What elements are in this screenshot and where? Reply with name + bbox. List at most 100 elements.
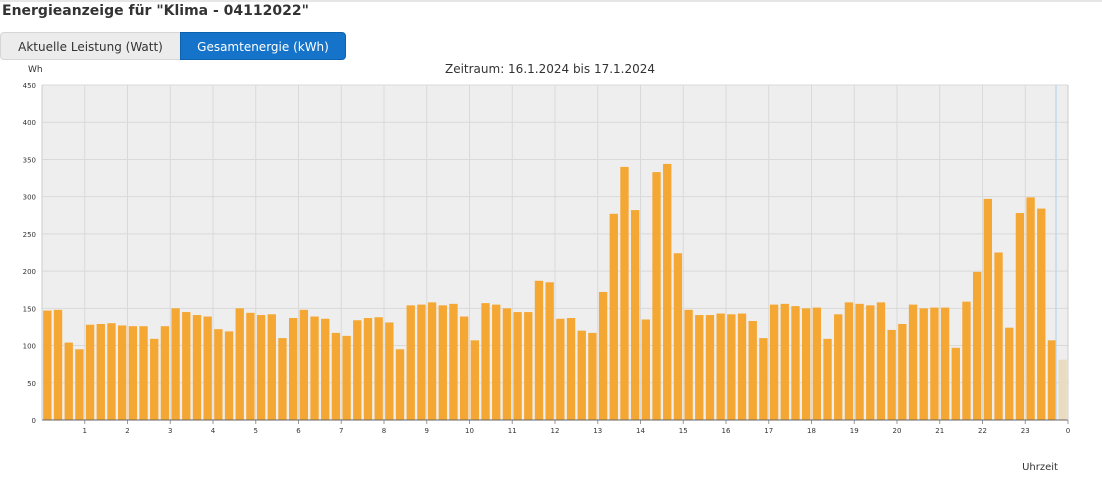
bar <box>513 312 522 420</box>
bar <box>288 318 298 420</box>
chart-title: Zeitraum: 16.1.2024 bis 17.1.2024 <box>445 62 655 76</box>
bar <box>663 163 672 420</box>
bar <box>919 308 928 420</box>
bar <box>759 338 768 420</box>
bar <box>940 307 950 420</box>
bar <box>1015 213 1025 420</box>
bar <box>107 323 116 420</box>
x-tick-label: 18 <box>807 427 816 435</box>
bar <box>855 303 864 420</box>
bar <box>363 318 373 420</box>
bar <box>994 252 1003 420</box>
y-tick-label: 200 <box>23 268 36 276</box>
bar <box>310 316 319 420</box>
bar <box>908 304 918 420</box>
bar <box>224 331 234 420</box>
bar <box>171 308 180 420</box>
bar <box>96 323 105 420</box>
x-tick-label: 5 <box>254 427 258 435</box>
y-tick-label: 350 <box>23 156 36 164</box>
bar <box>556 318 565 420</box>
y-tick-label: 0 <box>32 417 36 425</box>
x-tick-label: 21 <box>935 427 944 435</box>
bar <box>1026 197 1035 420</box>
bar <box>246 312 255 420</box>
bar <box>75 349 84 420</box>
bar <box>278 338 287 420</box>
bar <box>812 307 822 420</box>
bar <box>203 316 212 420</box>
bar <box>887 329 896 420</box>
bar <box>983 198 993 420</box>
bar <box>673 253 683 420</box>
view-tabs: Aktuelle Leistung (Watt) Gesamtenergie (… <box>0 32 346 60</box>
bar <box>85 324 95 420</box>
bar <box>524 312 533 420</box>
bar <box>641 319 651 420</box>
x-tick-label: 17 <box>764 427 773 435</box>
bar <box>609 213 618 420</box>
bar <box>1047 340 1057 420</box>
bar <box>267 314 276 420</box>
bar <box>823 338 832 420</box>
y-tick-label: 50 <box>27 380 36 388</box>
y-tick-label: 250 <box>23 231 36 239</box>
bar <box>588 332 597 420</box>
bar <box>128 326 138 420</box>
bar <box>1058 359 1067 420</box>
tab-total-energy[interactable]: Gesamtenergie (kWh) <box>180 32 346 60</box>
bar <box>577 330 586 420</box>
x-tick-label: 19 <box>850 427 859 435</box>
bar <box>417 304 426 420</box>
x-tick-label: 11 <box>508 427 517 435</box>
page-title: Energieanzeige für "Klima - 04112022" <box>2 3 309 19</box>
bar <box>716 313 725 420</box>
y-tick-label: 400 <box>23 119 36 127</box>
bar <box>385 322 394 420</box>
bar <box>972 271 982 420</box>
x-tick-label: 1 <box>83 427 87 435</box>
x-tick-label: 15 <box>679 427 688 435</box>
bar <box>791 306 800 420</box>
x-tick-label: 8 <box>382 427 386 435</box>
bar <box>235 308 244 420</box>
bar <box>449 303 458 420</box>
bar <box>962 301 971 420</box>
bar <box>534 280 544 420</box>
bar <box>353 320 362 420</box>
x-tick-label: 2 <box>125 427 129 435</box>
bar <box>652 172 661 420</box>
bar <box>727 314 736 420</box>
bar <box>951 347 960 420</box>
bar <box>705 315 715 420</box>
bar <box>182 312 191 420</box>
x-tick-label: 12 <box>551 427 560 435</box>
bar <box>930 307 939 420</box>
x-tick-label: 7 <box>339 427 343 435</box>
x-tick-label: 13 <box>593 427 602 435</box>
bar <box>256 315 266 420</box>
bar <box>801 308 811 420</box>
x-tick-label: 0 <box>1066 427 1070 435</box>
bar <box>427 302 437 420</box>
x-tick-label: 4 <box>211 427 216 435</box>
bar <box>598 291 608 420</box>
bar <box>406 305 415 420</box>
bar <box>117 325 127 420</box>
bar <box>150 338 159 420</box>
bar <box>844 302 854 420</box>
bar <box>139 326 148 420</box>
bar <box>53 309 63 420</box>
bar <box>737 313 747 420</box>
x-tick-label: 14 <box>636 427 645 435</box>
tab-current-power[interactable]: Aktuelle Leistung (Watt) <box>0 32 180 60</box>
bar <box>192 315 202 420</box>
top-border <box>0 0 1102 2</box>
y-tick-label: 450 <box>23 82 36 90</box>
bar <box>566 318 576 420</box>
bar <box>780 303 789 420</box>
bar <box>748 320 757 420</box>
bar <box>470 340 480 420</box>
bar <box>438 305 447 420</box>
y-tick-label: 300 <box>23 194 36 202</box>
